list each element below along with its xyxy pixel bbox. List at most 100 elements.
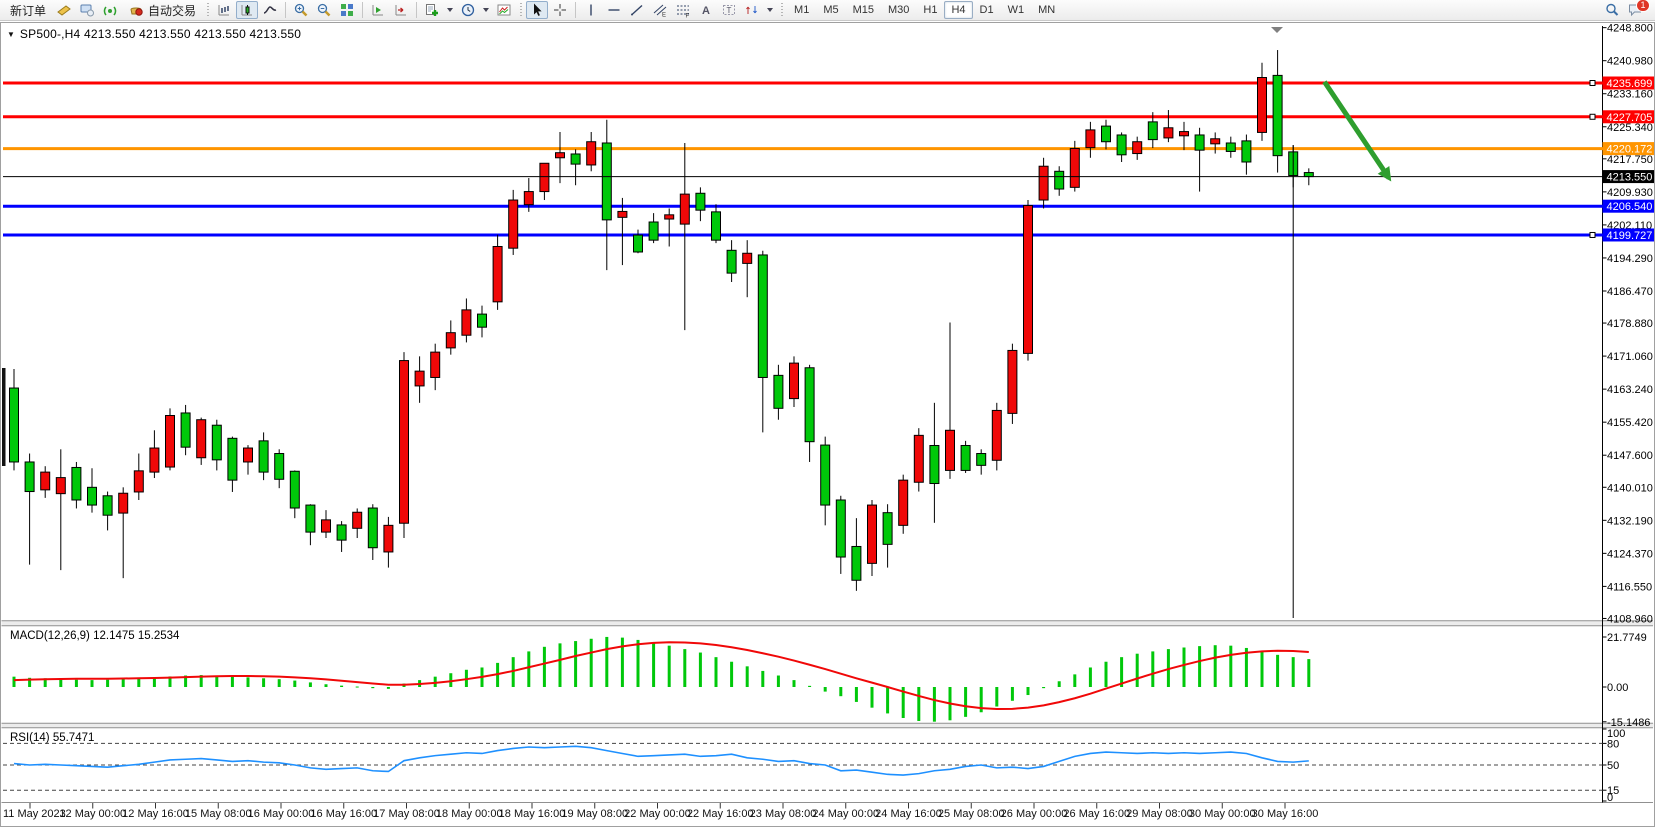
svg-text:23 May 08:00: 23 May 08:00 xyxy=(750,808,817,820)
tile-windows-icon[interactable] xyxy=(336,1,358,19)
cursor-icon[interactable] xyxy=(526,1,549,19)
svg-text:50: 50 xyxy=(1607,760,1619,772)
periods-dropdown-caret[interactable] xyxy=(483,8,490,12)
svg-text:26 May 00:00: 26 May 00:00 xyxy=(1001,808,1068,820)
svg-text:4132.190: 4132.190 xyxy=(1607,515,1653,527)
equidistant-channel-icon[interactable]: E xyxy=(649,1,671,19)
macd-panel[interactable]: 21.7749 0.00 -15.1486 xyxy=(12,632,1651,729)
svg-text:29 May 08:00: 29 May 08:00 xyxy=(1126,808,1193,820)
toolbar-grip xyxy=(205,3,211,17)
clipped-candle xyxy=(2,368,6,466)
timeframe-d1-button[interactable]: D1 xyxy=(979,4,994,16)
periods-clock-icon[interactable] xyxy=(457,1,479,19)
candlestick-chart-icon[interactable] xyxy=(236,1,259,19)
down-arrow-annotation[interactable] xyxy=(1322,80,1392,182)
svg-text:4194.290: 4194.290 xyxy=(1607,253,1653,265)
candlesticks xyxy=(2,50,1314,591)
svg-text:4116.550: 4116.550 xyxy=(1607,581,1652,593)
svg-text:30 May 00:00: 30 May 00:00 xyxy=(1189,808,1256,820)
svg-text:4248.800: 4248.800 xyxy=(1607,23,1653,35)
toolbar-separator xyxy=(575,2,577,18)
svg-text:4140.010: 4140.010 xyxy=(1607,482,1653,494)
svg-text:4220.172: 4220.172 xyxy=(1607,144,1653,156)
svg-text:19 May 08:00: 19 May 08:00 xyxy=(561,808,628,820)
new-order-button[interactable]: 新订单 xyxy=(4,1,52,19)
search-icon[interactable] xyxy=(1601,1,1623,19)
svg-text:12 May 16:00: 12 May 16:00 xyxy=(122,808,189,820)
toolbar-separator xyxy=(285,2,287,18)
zoom-in-icon[interactable] xyxy=(290,1,312,19)
toolbar-grip xyxy=(518,3,524,17)
new-chart-icon[interactable] xyxy=(421,1,443,19)
svg-text:26 May 16:00: 26 May 16:00 xyxy=(1063,808,1130,820)
text-icon[interactable]: A xyxy=(695,1,717,19)
timeframe-m1-button[interactable]: M1 xyxy=(794,4,810,16)
svg-text:11 May 2023: 11 May 2023 xyxy=(3,808,66,820)
svg-text:80: 80 xyxy=(1607,738,1619,750)
auto-trading-label: 自动交易 xyxy=(148,3,197,18)
svg-text:4227.705: 4227.705 xyxy=(1607,112,1653,124)
timeframe-m15-button[interactable]: M15 xyxy=(852,4,874,16)
auto-trading-icon xyxy=(128,1,144,20)
svg-text:4178.880: 4178.880 xyxy=(1607,318,1653,330)
svg-text:30 May 16:00: 30 May 16:00 xyxy=(1252,808,1319,820)
new-chart-dropdown-caret[interactable] xyxy=(447,8,454,12)
horizontal-line-icon[interactable] xyxy=(603,1,625,19)
timeframe-mn-button[interactable]: MN xyxy=(1038,4,1056,16)
chart-profile-icon[interactable] xyxy=(493,1,515,19)
line-chart-icon[interactable] xyxy=(259,1,281,19)
svg-text:F: F xyxy=(686,14,690,19)
svg-text:16 May 16:00: 16 May 16:00 xyxy=(310,808,377,820)
svg-text:4171.060: 4171.060 xyxy=(1607,351,1653,363)
timeframe-m5-button[interactable]: M5 xyxy=(823,4,839,16)
toolbar-separator xyxy=(416,2,418,18)
toolbar-grip xyxy=(779,3,785,17)
svg-text:24 May 00:00: 24 May 00:00 xyxy=(812,808,879,820)
fibonacci-icon[interactable]: F xyxy=(672,1,694,19)
svg-text:4240.980: 4240.980 xyxy=(1607,56,1653,68)
zoom-out-icon[interactable] xyxy=(313,1,335,19)
timeframe-bar: M1 M5 M15 M30 H1 H4 D1 W1 MN xyxy=(787,1,1062,19)
svg-text:4155.420: 4155.420 xyxy=(1607,417,1653,429)
timeframe-w1-button[interactable]: W1 xyxy=(1007,4,1025,16)
arrows-dropdown-caret[interactable] xyxy=(767,8,774,12)
svg-text:0: 0 xyxy=(1607,792,1613,804)
svg-text:4147.600: 4147.600 xyxy=(1607,450,1653,462)
notification-count-badge: 1 xyxy=(1635,0,1650,12)
crosshair-icon[interactable] xyxy=(549,1,571,19)
svg-text:E: E xyxy=(662,13,666,19)
price-axis[interactable]: 4248.800 4240.980 4233.160 4225.340 4217.750… xyxy=(1602,23,1653,625)
arrows-icon[interactable] xyxy=(741,1,763,19)
chat-bubble-icon: 1 xyxy=(1627,0,1650,18)
toolbar-separator xyxy=(362,2,364,18)
timeframe-h4-button[interactable]: H4 xyxy=(944,1,973,19)
auto-scroll-icon[interactable] xyxy=(367,1,389,19)
auto-trading-button[interactable]: 自动交易 xyxy=(122,1,202,19)
svg-text:A: A xyxy=(702,5,710,17)
price-badges: 4235.699 4227.705 4220.172 4206.540 4199.727… xyxy=(1602,76,1654,242)
svg-text:4233.160: 4233.160 xyxy=(1607,89,1653,101)
svg-text:-15.1486: -15.1486 xyxy=(1607,717,1650,729)
timeframe-m30-button[interactable]: M30 xyxy=(888,4,910,16)
text-label-icon[interactable]: T xyxy=(718,1,740,19)
chart-shift-icon[interactable] xyxy=(390,1,412,19)
bar-chart-icon[interactable] xyxy=(213,1,235,19)
vertical-line-icon[interactable] xyxy=(580,1,602,19)
chart-shift-marker[interactable] xyxy=(1271,27,1283,33)
svg-text:17 May 08:00: 17 May 08:00 xyxy=(373,808,440,820)
svg-text:16 May 00:00: 16 May 00:00 xyxy=(248,808,315,820)
market-watch-icon[interactable] xyxy=(53,1,75,19)
chart-canvas[interactable]: 4248.800 4240.980 4233.160 4225.340 4217.750… xyxy=(1,23,1654,826)
svg-text:12 May 00:00: 12 May 00:00 xyxy=(59,808,126,820)
svg-text:100: 100 xyxy=(1607,728,1625,740)
trendline-icon[interactable] xyxy=(626,1,648,19)
svg-text:15: 15 xyxy=(1607,785,1619,797)
navigator-icon[interactable] xyxy=(76,1,98,19)
timeframe-h1-button[interactable]: H1 xyxy=(923,4,938,16)
rsi-line xyxy=(13,745,1309,776)
horizontal-line-objects[interactable] xyxy=(3,80,1603,238)
notifications-icon[interactable]: 1 xyxy=(1624,0,1650,19)
signal-icon[interactable] xyxy=(99,1,121,19)
